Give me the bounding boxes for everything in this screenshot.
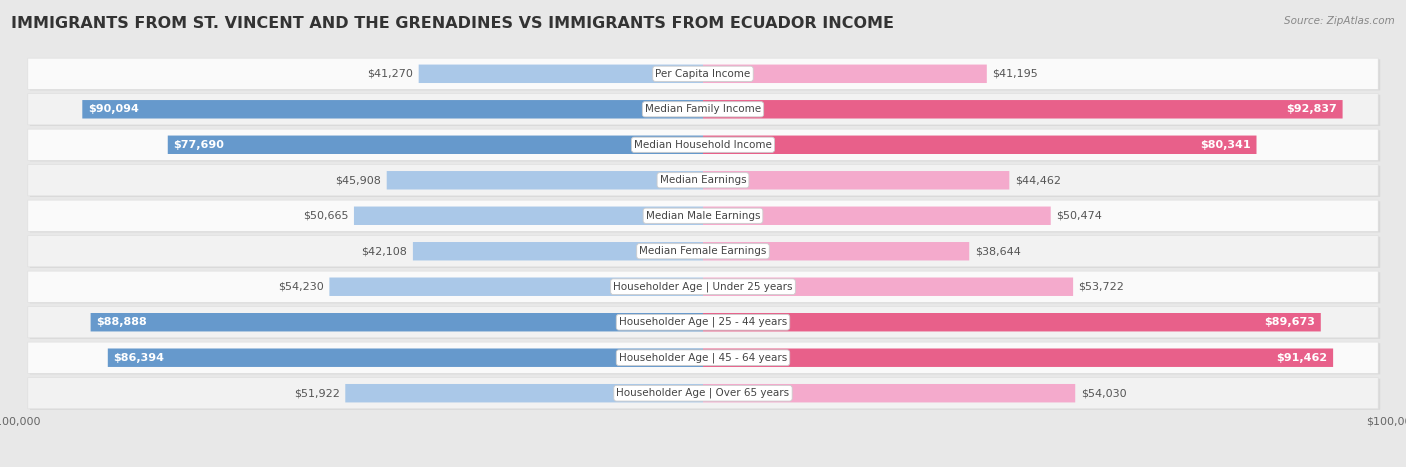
FancyBboxPatch shape — [28, 271, 1378, 302]
Text: Householder Age | Under 25 years: Householder Age | Under 25 years — [613, 282, 793, 292]
Legend: Immigrants from St. Vincent and the Grenadines, Immigrants from Ecuador: Immigrants from St. Vincent and the Gren… — [465, 464, 941, 467]
Text: Median Family Income: Median Family Income — [645, 104, 761, 114]
Text: $54,230: $54,230 — [278, 282, 323, 292]
FancyBboxPatch shape — [703, 277, 1073, 296]
FancyBboxPatch shape — [28, 378, 1378, 409]
Text: $92,837: $92,837 — [1286, 104, 1337, 114]
FancyBboxPatch shape — [703, 171, 1010, 190]
FancyBboxPatch shape — [329, 277, 703, 296]
Text: $89,673: $89,673 — [1264, 317, 1315, 327]
FancyBboxPatch shape — [30, 379, 1381, 410]
Text: Median Earnings: Median Earnings — [659, 175, 747, 185]
FancyBboxPatch shape — [30, 343, 1381, 375]
FancyBboxPatch shape — [167, 135, 703, 154]
FancyBboxPatch shape — [83, 100, 703, 119]
Text: $90,094: $90,094 — [87, 104, 139, 114]
FancyBboxPatch shape — [30, 59, 1381, 91]
Text: Householder Age | 25 - 44 years: Householder Age | 25 - 44 years — [619, 317, 787, 327]
Text: $91,462: $91,462 — [1277, 353, 1327, 363]
FancyBboxPatch shape — [28, 200, 1378, 231]
FancyBboxPatch shape — [703, 64, 987, 83]
FancyBboxPatch shape — [30, 95, 1381, 126]
Text: $80,341: $80,341 — [1201, 140, 1251, 150]
FancyBboxPatch shape — [28, 342, 1378, 373]
Text: $77,690: $77,690 — [173, 140, 224, 150]
FancyBboxPatch shape — [703, 100, 1343, 119]
Text: Householder Age | Over 65 years: Householder Age | Over 65 years — [616, 388, 790, 398]
Text: $88,888: $88,888 — [96, 317, 146, 327]
FancyBboxPatch shape — [703, 313, 1320, 332]
FancyBboxPatch shape — [703, 135, 1257, 154]
Text: $54,030: $54,030 — [1081, 388, 1126, 398]
Text: Per Capita Income: Per Capita Income — [655, 69, 751, 79]
FancyBboxPatch shape — [90, 313, 703, 332]
FancyBboxPatch shape — [108, 348, 703, 367]
FancyBboxPatch shape — [703, 242, 969, 261]
FancyBboxPatch shape — [703, 206, 1050, 225]
FancyBboxPatch shape — [28, 58, 1378, 89]
Text: Median Female Earnings: Median Female Earnings — [640, 246, 766, 256]
FancyBboxPatch shape — [354, 206, 703, 225]
FancyBboxPatch shape — [419, 64, 703, 83]
FancyBboxPatch shape — [387, 171, 703, 190]
Text: $51,922: $51,922 — [294, 388, 340, 398]
FancyBboxPatch shape — [30, 130, 1381, 162]
FancyBboxPatch shape — [28, 236, 1378, 267]
Text: Median Male Earnings: Median Male Earnings — [645, 211, 761, 221]
Text: Householder Age | 45 - 64 years: Householder Age | 45 - 64 years — [619, 353, 787, 363]
FancyBboxPatch shape — [28, 94, 1378, 125]
Text: $42,108: $42,108 — [361, 246, 408, 256]
Text: $53,722: $53,722 — [1078, 282, 1125, 292]
FancyBboxPatch shape — [28, 307, 1378, 338]
FancyBboxPatch shape — [413, 242, 703, 261]
FancyBboxPatch shape — [703, 384, 1076, 403]
FancyBboxPatch shape — [30, 237, 1381, 268]
Text: $38,644: $38,644 — [974, 246, 1021, 256]
FancyBboxPatch shape — [30, 308, 1381, 339]
Text: $44,462: $44,462 — [1015, 175, 1062, 185]
Text: $45,908: $45,908 — [336, 175, 381, 185]
Text: $86,394: $86,394 — [114, 353, 165, 363]
Text: Source: ZipAtlas.com: Source: ZipAtlas.com — [1284, 16, 1395, 26]
Text: $50,665: $50,665 — [302, 211, 349, 221]
FancyBboxPatch shape — [346, 384, 703, 403]
FancyBboxPatch shape — [30, 272, 1381, 304]
Text: $50,474: $50,474 — [1056, 211, 1102, 221]
FancyBboxPatch shape — [30, 201, 1381, 233]
Text: IMMIGRANTS FROM ST. VINCENT AND THE GRENADINES VS IMMIGRANTS FROM ECUADOR INCOME: IMMIGRANTS FROM ST. VINCENT AND THE GREN… — [11, 16, 894, 31]
FancyBboxPatch shape — [28, 165, 1378, 196]
Text: $41,270: $41,270 — [367, 69, 413, 79]
Text: $41,195: $41,195 — [993, 69, 1038, 79]
Text: Median Household Income: Median Household Income — [634, 140, 772, 150]
FancyBboxPatch shape — [703, 348, 1333, 367]
FancyBboxPatch shape — [28, 129, 1378, 160]
FancyBboxPatch shape — [30, 166, 1381, 197]
